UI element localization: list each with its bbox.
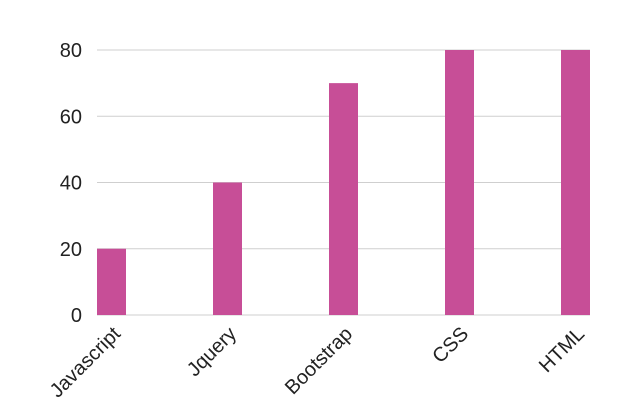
y-tick-label: 80 (60, 40, 82, 62)
y-tick-label: 40 (60, 173, 82, 195)
y-tick-label: 0 (71, 305, 82, 327)
bar-html (561, 50, 590, 315)
bar-jquery (213, 182, 242, 315)
y-tick-label: 20 (60, 239, 82, 261)
x-tick-label-html: HTML (535, 323, 589, 377)
x-axis-tick-labels: Javascript Jquery Bootstrap CSS HTML (46, 323, 589, 403)
y-tick-label: 60 (60, 106, 82, 128)
bar-bootstrap (329, 83, 358, 315)
x-tick-label-bootstrap: Bootstrap (281, 323, 357, 399)
bars (97, 50, 590, 315)
x-tick-label-css: CSS (428, 323, 473, 368)
x-tick-label-javascript: Javascript (46, 323, 126, 403)
y-axis-tick-labels: 0 20 40 60 80 (60, 40, 82, 327)
bar-javascript (97, 248, 126, 315)
x-tick-label-jquery: Jquery (183, 323, 241, 381)
bar-css (445, 50, 474, 315)
